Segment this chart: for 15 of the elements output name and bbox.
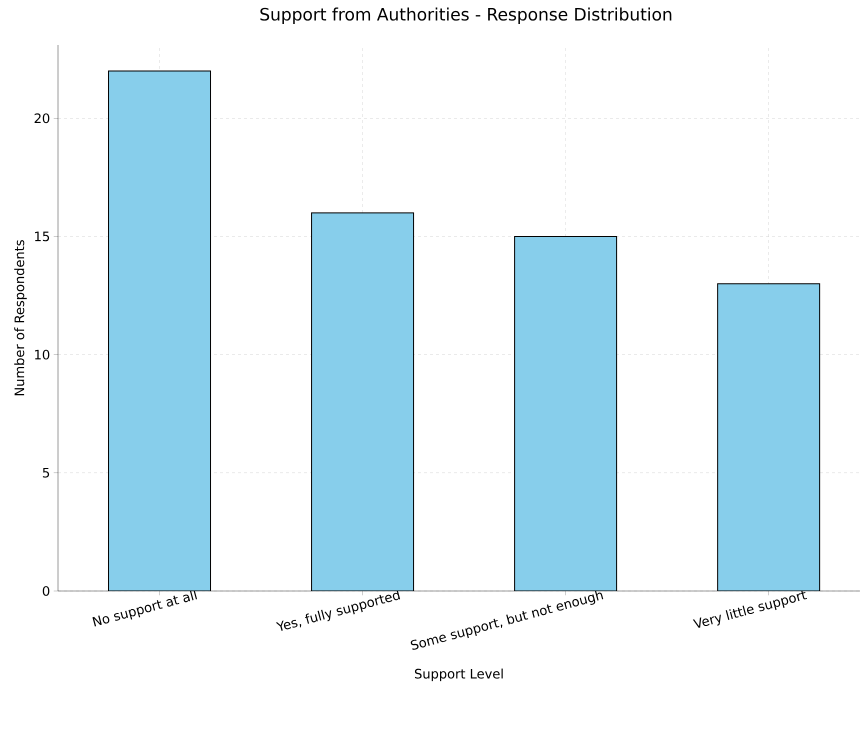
bar	[514, 236, 618, 591]
x-tick-label: No support at all	[92, 590, 198, 626]
x-tick-label: Some support, but not enough	[410, 590, 604, 650]
chart-title: Support from Authorities - Response Distribution	[260, 8, 672, 24]
y-tick-label: 0	[42, 586, 50, 596]
y-tick-label: 5	[42, 468, 50, 478]
bar	[717, 283, 820, 591]
bar	[311, 212, 414, 591]
y-tick-label: 15	[35, 232, 50, 242]
x-tick-label: Very little support	[692, 590, 808, 628]
y-axis-title: Number of Respondents	[14, 240, 27, 396]
y-tick-label: 20	[34, 113, 50, 124]
y-tick-label: 10	[35, 350, 50, 360]
bar	[108, 70, 212, 591]
x-axis-title: Support Level	[414, 668, 503, 682]
